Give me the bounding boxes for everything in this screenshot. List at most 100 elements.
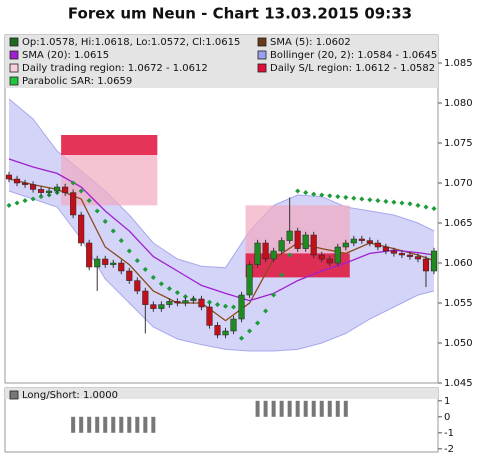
sar-dot	[263, 308, 269, 314]
candle-body	[350, 238, 357, 244]
candle-body	[54, 186, 61, 192]
y-tick-label: 1.050	[444, 338, 473, 349]
candle-body	[342, 242, 349, 248]
bar	[287, 400, 292, 417]
bar	[327, 400, 332, 417]
candle-body	[398, 253, 405, 256]
candle-body	[70, 192, 77, 216]
bar	[87, 416, 92, 433]
bar	[79, 416, 84, 433]
candle-body	[302, 234, 309, 249]
candle-body	[286, 230, 293, 241]
bar	[271, 400, 276, 417]
legend-label: Op:1.0578, Hi:1.0618, Lo:1.0572, Cl:1.06…	[22, 37, 240, 48]
sar-dot	[102, 218, 108, 224]
candle-body	[5, 174, 13, 180]
bollinger-area	[9, 99, 434, 351]
bar	[95, 416, 100, 433]
legend-swatch	[9, 76, 19, 86]
bar	[135, 416, 140, 433]
bar	[311, 400, 316, 417]
bar	[111, 416, 116, 433]
candle-body	[102, 258, 109, 265]
candle-body	[174, 301, 181, 304]
bar	[71, 416, 76, 433]
legend-swatch	[9, 50, 19, 60]
y-tick-label: -2	[444, 444, 454, 455]
sar-dot	[367, 197, 373, 203]
sar-dot	[158, 281, 164, 287]
candle-body	[182, 300, 189, 304]
candle-body	[358, 238, 365, 241]
candle-body	[118, 262, 125, 272]
candle-body	[390, 250, 397, 254]
sar-dot	[206, 299, 213, 305]
candle-body	[222, 330, 229, 336]
sar-dot	[150, 274, 156, 280]
sar-dot	[126, 248, 132, 254]
sar-dot	[214, 302, 221, 308]
sar-dot	[182, 294, 188, 300]
candle-body	[206, 306, 213, 326]
candle-body	[134, 280, 141, 292]
sl-region	[61, 135, 158, 155]
legend-swatch	[257, 37, 267, 47]
candle-body	[430, 250, 438, 272]
y-tick-label: 0	[444, 412, 450, 423]
candle-body	[86, 242, 93, 268]
candle-body	[110, 262, 117, 265]
sar-dot	[383, 198, 389, 204]
y-tick-label: 1.055	[444, 298, 473, 309]
bar	[127, 416, 132, 433]
candle-body	[78, 214, 85, 244]
sar-dot	[70, 180, 76, 186]
candle-body	[158, 304, 165, 309]
candle-body	[326, 258, 333, 264]
candle-body	[262, 242, 269, 260]
candle-body	[382, 246, 389, 252]
bar	[143, 416, 148, 433]
sar-dot	[271, 292, 277, 298]
bar	[335, 400, 340, 417]
chart-title: Forex um Neun - Chart 13.03.2015 09:33	[68, 5, 412, 23]
sar-dot	[407, 201, 413, 207]
sar-dot	[239, 335, 245, 341]
legend-swatch	[9, 63, 19, 73]
candle-body	[374, 242, 381, 248]
candle-body	[190, 298, 197, 301]
bar	[319, 400, 324, 417]
candle-body	[94, 258, 101, 268]
y-tick-label: 1.080	[444, 98, 473, 109]
y-tick-label: -1	[444, 428, 454, 439]
candle-body	[366, 240, 373, 244]
bar	[343, 400, 348, 417]
legend-label: Parabolic SAR: 1.0659	[22, 76, 132, 87]
candle-body	[150, 304, 157, 309]
bar	[103, 416, 108, 433]
candle-body	[142, 290, 149, 305]
sl-region	[245, 253, 350, 278]
candle-body	[406, 254, 413, 257]
candle-body	[318, 254, 325, 260]
bar	[279, 400, 284, 417]
candle-body	[238, 294, 245, 320]
candle-body	[21, 182, 29, 185]
candle-body	[13, 178, 21, 184]
legend-label: SMA (5): 1.0602	[270, 37, 351, 48]
candle-body	[254, 242, 261, 265]
sar-dot	[311, 191, 317, 197]
candle-body	[30, 184, 37, 190]
sar-dot	[110, 228, 116, 234]
y-tick-label: 1.045	[444, 378, 473, 389]
sar-dot	[247, 328, 253, 334]
legend-label: Daily S/L region: 1.0612 - 1.0582	[270, 63, 435, 74]
legend-label: SMA (20): 1.0615	[22, 50, 109, 61]
candle-body	[278, 240, 285, 252]
sar-dot	[78, 188, 84, 194]
legend-swatch	[9, 390, 19, 400]
bar	[255, 400, 260, 417]
sar-dot	[343, 194, 349, 200]
sar-dot	[319, 192, 325, 198]
sar-dot	[351, 195, 357, 201]
